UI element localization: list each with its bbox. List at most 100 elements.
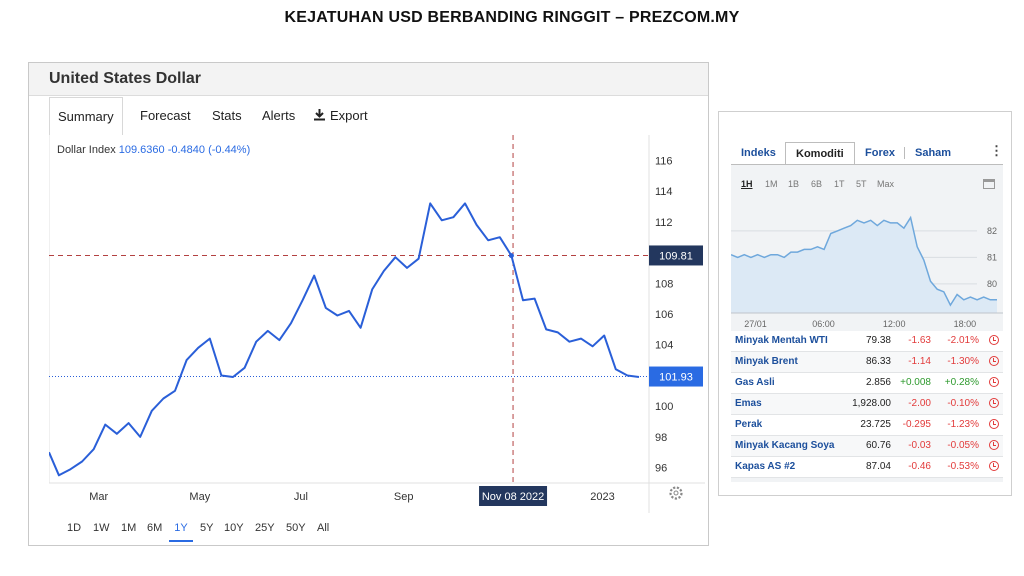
range-5t[interactable]: 5T xyxy=(856,179,867,189)
commodity-last-price: 79.38 xyxy=(865,335,891,346)
commodity-last-price: 23.725 xyxy=(860,419,891,430)
range-1b[interactable]: 1B xyxy=(788,179,800,189)
commodity-change-percent: -0.10% xyxy=(947,398,979,409)
commodity-last-price: 1,928.00 xyxy=(852,398,891,409)
range-1h[interactable]: 1H xyxy=(741,179,753,189)
commodity-change: -1.63 xyxy=(908,335,931,346)
y-tick-label: 98 xyxy=(655,432,667,444)
mini-x-tick-label: 12:00 xyxy=(883,319,906,329)
range-1d[interactable]: 1D xyxy=(67,522,82,534)
x-tick-label: Mar xyxy=(89,491,108,503)
tab-stats[interactable]: Stats xyxy=(212,108,242,123)
commodity-change-percent: -1.30% xyxy=(947,356,979,367)
download-icon xyxy=(314,109,325,121)
tab-alerts[interactable]: Alerts xyxy=(262,108,296,123)
range-10y[interactable]: 10Y xyxy=(224,522,244,534)
tab-export[interactable]: Export xyxy=(313,97,368,135)
range-50y[interactable]: 50Y xyxy=(286,522,306,534)
y-tick-label: 96 xyxy=(655,463,667,475)
y-tick-label: 116 xyxy=(655,155,673,167)
commodity-row[interactable]: Minyak Mentah WTI 79.38 -1.63 -2.01% xyxy=(731,331,1003,352)
commodity-last-price: 2.856 xyxy=(865,377,891,388)
commodity-row[interactable]: Minyak Kacang Soya 60.76 -0.03 -0.05% xyxy=(731,436,1003,457)
tab-saham[interactable]: Saham xyxy=(915,147,952,159)
commodity-row[interactable]: Perak 23.725 -0.295 -1.23% xyxy=(731,415,1003,436)
range-6b[interactable]: 6B xyxy=(811,179,823,189)
chart-legend: Dollar Index 109.6360 -0.4840 (-0.44%) xyxy=(57,144,250,156)
y-tick-label: 108 xyxy=(655,278,673,290)
commodity-name: Gas Asli xyxy=(735,377,775,388)
range-max[interactable]: Max xyxy=(877,179,895,189)
mini-y-tick-label: 82 xyxy=(987,226,997,236)
clock-icon xyxy=(989,461,999,471)
clock-icon xyxy=(989,356,999,366)
commodity-row[interactable]: Kapas AS #2 87.04 -0.46 -0.53% xyxy=(731,457,1003,478)
range-1w[interactable]: 1W xyxy=(93,522,110,534)
crosshair-point xyxy=(508,253,514,259)
commodity-change: +0.008 xyxy=(900,377,931,388)
x-tick-label: 2023 xyxy=(590,491,614,503)
crosshair-price-badge xyxy=(649,245,703,266)
y-tick-label: 106 xyxy=(655,309,673,321)
mini-area-fill xyxy=(731,217,997,313)
dollar-index-line xyxy=(49,202,640,477)
gear-hub xyxy=(673,490,679,496)
mini-area-line xyxy=(731,215,997,307)
tab-summary[interactable]: Summary xyxy=(49,97,123,135)
commodity-name: Minyak Mentah WTI xyxy=(735,335,828,346)
tab-forex[interactable]: Forex xyxy=(865,147,895,159)
dollar-index-chart[interactable]: 9698100102104106108110112114116Dollar In… xyxy=(49,135,705,517)
more-vertical-icon[interactable]: ⋮ xyxy=(990,143,1003,158)
x-tick-label: Sep xyxy=(394,491,414,503)
commodities-panel: 1H 1M 1B 6B 1T 5T Max 7980818227/0106:00… xyxy=(731,164,1003,482)
mini-x-tick-label: 18:00 xyxy=(954,319,977,329)
commodity-last-price: 87.04 xyxy=(865,461,891,472)
range-1t[interactable]: 1T xyxy=(834,179,845,189)
x-tick-label: Jul xyxy=(294,491,308,503)
crosshair-price-label: 109.81 xyxy=(659,250,693,262)
tab-komoditi[interactable]: Komoditi xyxy=(785,142,855,164)
range-6m[interactable]: 6M xyxy=(147,522,163,534)
commodity-row[interactable]: Emas 1,928.00 -2.00 -0.10% xyxy=(731,394,1003,415)
commodity-change-percent: -0.05% xyxy=(947,440,979,451)
commodity-change: -2.00 xyxy=(908,398,931,409)
tab-export-label: Export xyxy=(330,108,368,123)
legend-value: 109.6360 -0.4840 (-0.44%) xyxy=(119,144,250,156)
commodity-name: Minyak Brent xyxy=(735,356,798,367)
range-1m[interactable]: 1M xyxy=(121,522,137,534)
range-25y[interactable]: 25Y xyxy=(255,522,275,534)
clock-icon xyxy=(989,335,999,345)
range-5y[interactable]: 5Y xyxy=(200,522,214,534)
page-title: KEJATUHAN USD BERBANDING RINGGIT – PREZC… xyxy=(284,9,740,26)
tab-indeks[interactable]: Indeks xyxy=(741,147,776,159)
panel-header: United States Dollar xyxy=(29,63,708,96)
commodity-name: Minyak Kacang Soya xyxy=(735,440,835,451)
range-1y[interactable]: 1Y xyxy=(169,518,193,542)
commodity-row[interactable]: Minyak Brent 86.33 -1.14 -1.30% xyxy=(731,352,1003,373)
x-tick-label: May xyxy=(189,491,210,503)
y-tick-label: 112 xyxy=(655,217,673,229)
y-tick-label: 100 xyxy=(655,401,673,413)
clock-icon xyxy=(989,398,999,408)
clock-icon xyxy=(989,440,999,450)
commodity-change-percent: +0.28% xyxy=(944,377,979,388)
tab-forecast[interactable]: Forecast xyxy=(140,108,191,123)
commodity-change: -1.14 xyxy=(908,356,931,367)
mini-y-tick-label: 80 xyxy=(987,279,997,289)
range-1m-small[interactable]: 1M xyxy=(765,179,778,189)
legend-series-name: Dollar Index xyxy=(57,144,119,156)
last-price-label: 101.93 xyxy=(659,372,693,384)
crosshair-date-badge xyxy=(479,486,548,506)
dollar-index-panel: United States Dollar Summary Forecast St… xyxy=(28,62,709,546)
gear-icon[interactable] xyxy=(669,486,683,500)
commodity-table: Minyak Mentah WTI 79.38 -1.63 -2.01% Minyak … xyxy=(731,331,1003,478)
expand-icon[interactable] xyxy=(983,179,995,189)
range-all[interactable]: All xyxy=(317,522,330,534)
commodity-row[interactable]: Gas Asli 2.856 +0.008 +0.28% xyxy=(731,373,1003,394)
tab-divider xyxy=(904,147,905,159)
gear-teeth xyxy=(669,486,683,500)
market-tabs: Indeks Komoditi Forex Saham ⋮ xyxy=(731,142,1003,164)
mini-x-tick-label: 27/01 xyxy=(744,319,767,329)
panel-title: United States Dollar xyxy=(49,70,202,87)
